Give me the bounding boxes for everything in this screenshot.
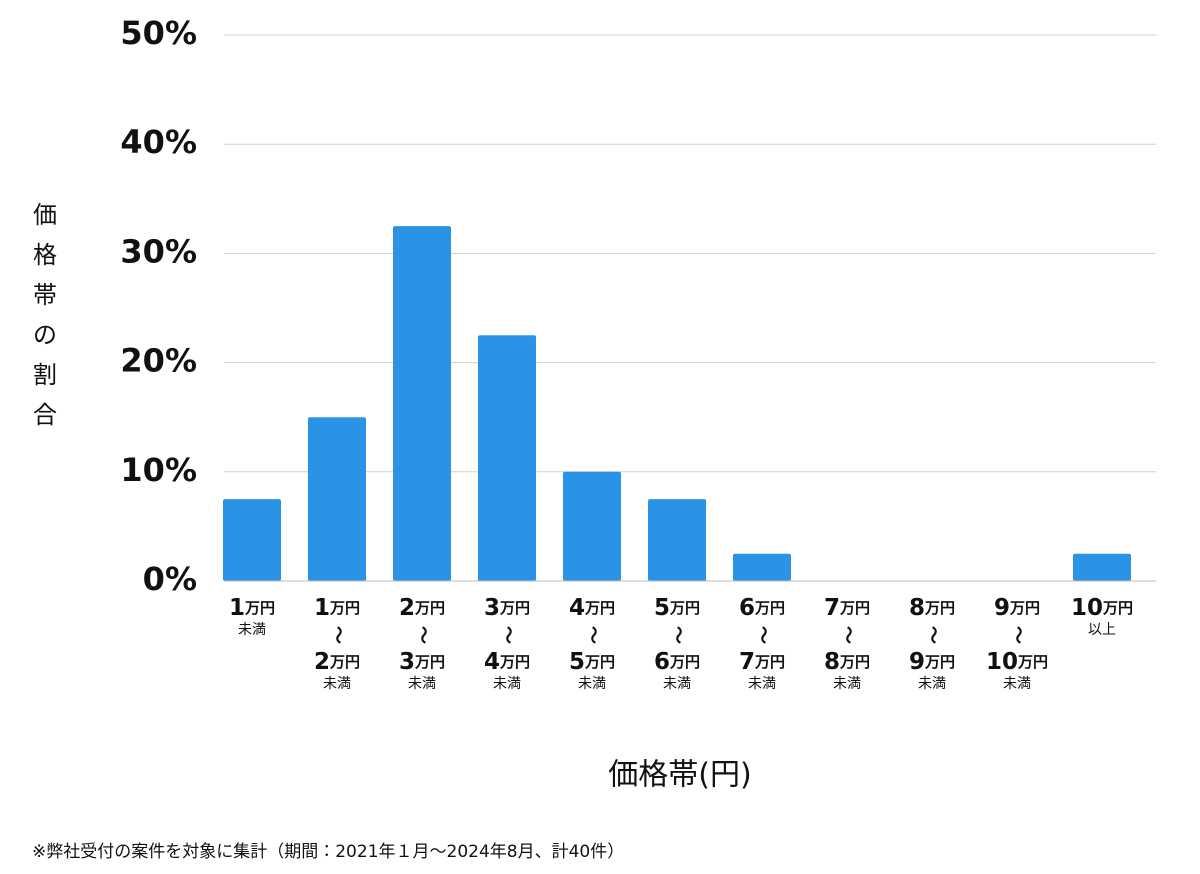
x-tick-label: 未満 [238, 622, 266, 638]
x-tick-label: 未満 [918, 676, 946, 692]
bar [223, 499, 281, 581]
x-tick-label: 未満 [748, 676, 776, 692]
y-tick-label: 30% [120, 232, 197, 270]
x-tick-label: 〜 [837, 626, 858, 644]
x-tick-label: 7万円 [739, 649, 785, 675]
x-tick-label: 10万円 [986, 649, 1048, 675]
bar [648, 499, 706, 581]
x-tick-label: 1万円 [314, 595, 360, 621]
x-tick-label: 〜 [1007, 626, 1028, 644]
x-tick-label: 〜 [922, 626, 943, 644]
y-tick-label: 50% [120, 14, 197, 52]
x-tick-label: 8万円 [909, 595, 955, 621]
bar [733, 553, 791, 581]
x-tick-label: 9万円 [994, 595, 1040, 621]
y-tick-label: 40% [120, 123, 197, 161]
x-tick-label: 〜 [497, 626, 518, 644]
x-tick-label: 4万円 [484, 649, 530, 675]
x-tick-label: 未満 [833, 676, 861, 692]
x-tick-label: 2万円 [314, 649, 360, 675]
x-tick-label: 〜 [752, 626, 773, 644]
x-tick-label: 未満 [578, 676, 606, 692]
y-tick-label: 10% [120, 451, 197, 489]
x-tick-label: 6万円 [654, 649, 700, 675]
x-tick-label: 〜 [412, 626, 433, 644]
x-tick-label: 2万円 [399, 595, 445, 621]
x-tick-label: 6万円 [739, 595, 785, 621]
x-axis-label: 価格帯(円) [608, 758, 751, 793]
x-tick-label: 7万円 [824, 595, 870, 621]
y-axis-label: 価格帯の割合 [33, 201, 57, 429]
x-tick-label: 未満 [323, 676, 351, 692]
bar [393, 226, 451, 581]
bar [308, 417, 366, 581]
x-tick-label: 3万円 [484, 595, 530, 621]
y-tick-label: 0% [143, 560, 197, 598]
x-tick-label: 8万円 [824, 649, 870, 675]
x-tick-label: 未満 [493, 676, 521, 692]
x-tick-label: 9万円 [909, 649, 955, 675]
bar [1073, 553, 1131, 581]
x-tick-label: 未満 [1003, 676, 1031, 692]
x-tick-label: 10万円 [1071, 595, 1133, 621]
bar [563, 471, 621, 581]
x-tick-label: 4万円 [569, 595, 615, 621]
bar [478, 335, 536, 581]
x-tick-label: 3万円 [399, 649, 445, 675]
x-tick-label: 〜 [667, 626, 688, 644]
x-tick-label: 1万円 [229, 595, 275, 621]
x-tick-label: 以上 [1088, 622, 1116, 638]
x-tick-label: 5万円 [569, 649, 615, 675]
footnote: ※弊社受付の案件を対象に集計（期間：2021年１月〜2024年8月、計40件） [32, 842, 624, 862]
x-tick-label: 〜 [582, 626, 603, 644]
y-tick-label: 20% [120, 342, 197, 380]
x-tick-label: 5万円 [654, 595, 700, 621]
x-tick-label: 〜 [327, 626, 348, 644]
x-tick-label: 未満 [663, 676, 691, 692]
x-tick-label: 未満 [408, 676, 436, 692]
